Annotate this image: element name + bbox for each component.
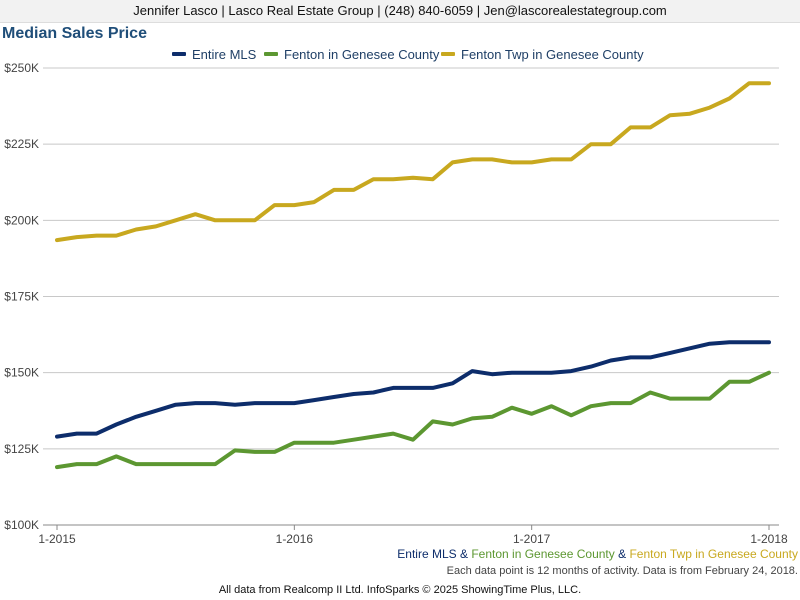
- x-tick-label: 1-2015: [38, 532, 76, 546]
- legend-swatch-entire-mls: [172, 52, 186, 56]
- y-tick-label: $125K: [4, 442, 39, 456]
- header-contact-text: Jennifer Lasco | Lasco Real Estate Group…: [133, 3, 667, 18]
- bottom-legend-fenton-genesee: Fenton in Genesee County: [471, 547, 615, 561]
- chart-title: Median Sales Price: [2, 25, 147, 42]
- legend-label-fenton-twp: Fenton Twp in Genesee County: [461, 46, 644, 62]
- legend-swatch-fenton-twp: [441, 52, 455, 56]
- y-tick-label: $100K: [4, 518, 39, 532]
- x-tick-label: 1-2017: [513, 532, 551, 546]
- chart-legend: Entire MLS Fenton in Genesee County Fent…: [0, 45, 800, 63]
- bottom-legend-separator: &: [614, 547, 630, 561]
- x-tick-label: 1-2016: [276, 532, 314, 546]
- series-line-2: [55, 81, 771, 243]
- series-line-1: [55, 370, 771, 470]
- bottom-series-legend: Entire MLS & Fenton in Genesee County & …: [397, 547, 798, 561]
- series-line-0: [55, 340, 771, 439]
- y-tick-label: $200K: [4, 213, 39, 227]
- y-tick-label: $150K: [4, 366, 39, 380]
- bottom-legend-entire-mls: Entire MLS: [397, 547, 457, 561]
- legend-item-fenton-genesee[interactable]: Fenton in Genesee County: [264, 45, 439, 63]
- header-contact-bar: Jennifer Lasco | Lasco Real Estate Group…: [0, 0, 800, 23]
- legend-item-entire-mls[interactable]: Entire MLS: [172, 45, 256, 63]
- legend-label-fenton-genesee: Fenton in Genesee County: [284, 46, 440, 62]
- y-tick-label: $250K: [4, 61, 39, 75]
- bottom-legend-fenton-twp: Fenton Twp in Genesee County: [629, 547, 798, 561]
- legend-label-entire-mls: Entire MLS: [192, 46, 257, 62]
- y-tick-label: $175K: [4, 290, 39, 304]
- x-tick-label: 1-2018: [750, 532, 788, 546]
- legend-swatch-fenton-genesee: [264, 52, 278, 56]
- y-tick-label: $225K: [4, 137, 39, 151]
- footnote: Each data point is 12 months of activity…: [446, 565, 798, 577]
- legend-item-fenton-twp[interactable]: Fenton Twp in Genesee County: [441, 45, 644, 63]
- source-attribution: All data from Realcomp II Ltd. InfoSpark…: [218, 584, 582, 596]
- bottom-legend-separator: &: [456, 547, 472, 561]
